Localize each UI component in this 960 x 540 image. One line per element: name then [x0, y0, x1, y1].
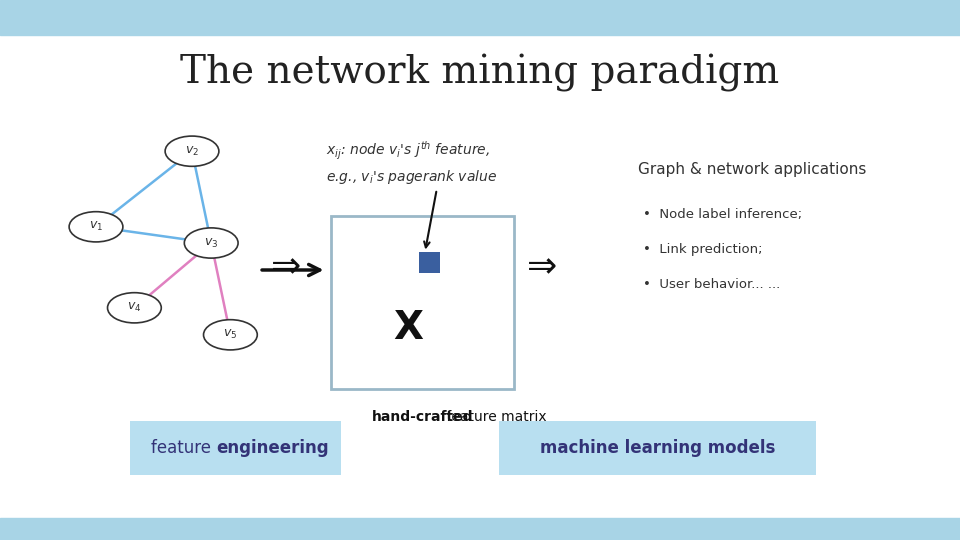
Text: feature matrix: feature matrix — [443, 410, 546, 424]
Bar — [0, 518, 960, 540]
Text: •  User behavior... ...: • User behavior... ... — [643, 278, 780, 291]
Text: $v_3$: $v_3$ — [204, 237, 218, 249]
Text: $v_2$: $v_2$ — [185, 145, 199, 158]
Text: •  Node label inference;: • Node label inference; — [643, 208, 803, 221]
Text: Graph & network applications: Graph & network applications — [638, 162, 867, 177]
Text: •  Link prediction;: • Link prediction; — [643, 243, 762, 256]
FancyBboxPatch shape — [130, 421, 341, 475]
Text: ⇒: ⇒ — [271, 251, 301, 284]
Bar — [0, 0, 960, 35]
Circle shape — [184, 228, 238, 258]
FancyBboxPatch shape — [499, 421, 816, 475]
Text: The network mining paradigm: The network mining paradigm — [180, 54, 780, 92]
Circle shape — [165, 136, 219, 166]
FancyBboxPatch shape — [331, 216, 514, 389]
Circle shape — [108, 293, 161, 323]
Circle shape — [69, 212, 123, 242]
Text: ⇒: ⇒ — [527, 251, 558, 284]
Circle shape — [204, 320, 257, 350]
Text: $v_4$: $v_4$ — [128, 301, 141, 314]
Text: engineering: engineering — [216, 439, 328, 457]
Text: feature: feature — [151, 439, 216, 457]
Text: $x_{ij}$: node $v_i$'s $j^{th}$ feature,: $x_{ij}$: node $v_i$'s $j^{th}$ feature, — [326, 140, 491, 162]
Text: $v_1$: $v_1$ — [89, 220, 103, 233]
Text: e.g., $v_i$'s pagerank value: e.g., $v_i$'s pagerank value — [326, 168, 497, 186]
Text: $v_5$: $v_5$ — [224, 328, 237, 341]
Text: X: X — [393, 309, 422, 347]
Text: hand-crafted: hand-crafted — [372, 410, 473, 424]
Bar — [420, 252, 441, 273]
Text: machine learning models: machine learning models — [540, 439, 776, 457]
